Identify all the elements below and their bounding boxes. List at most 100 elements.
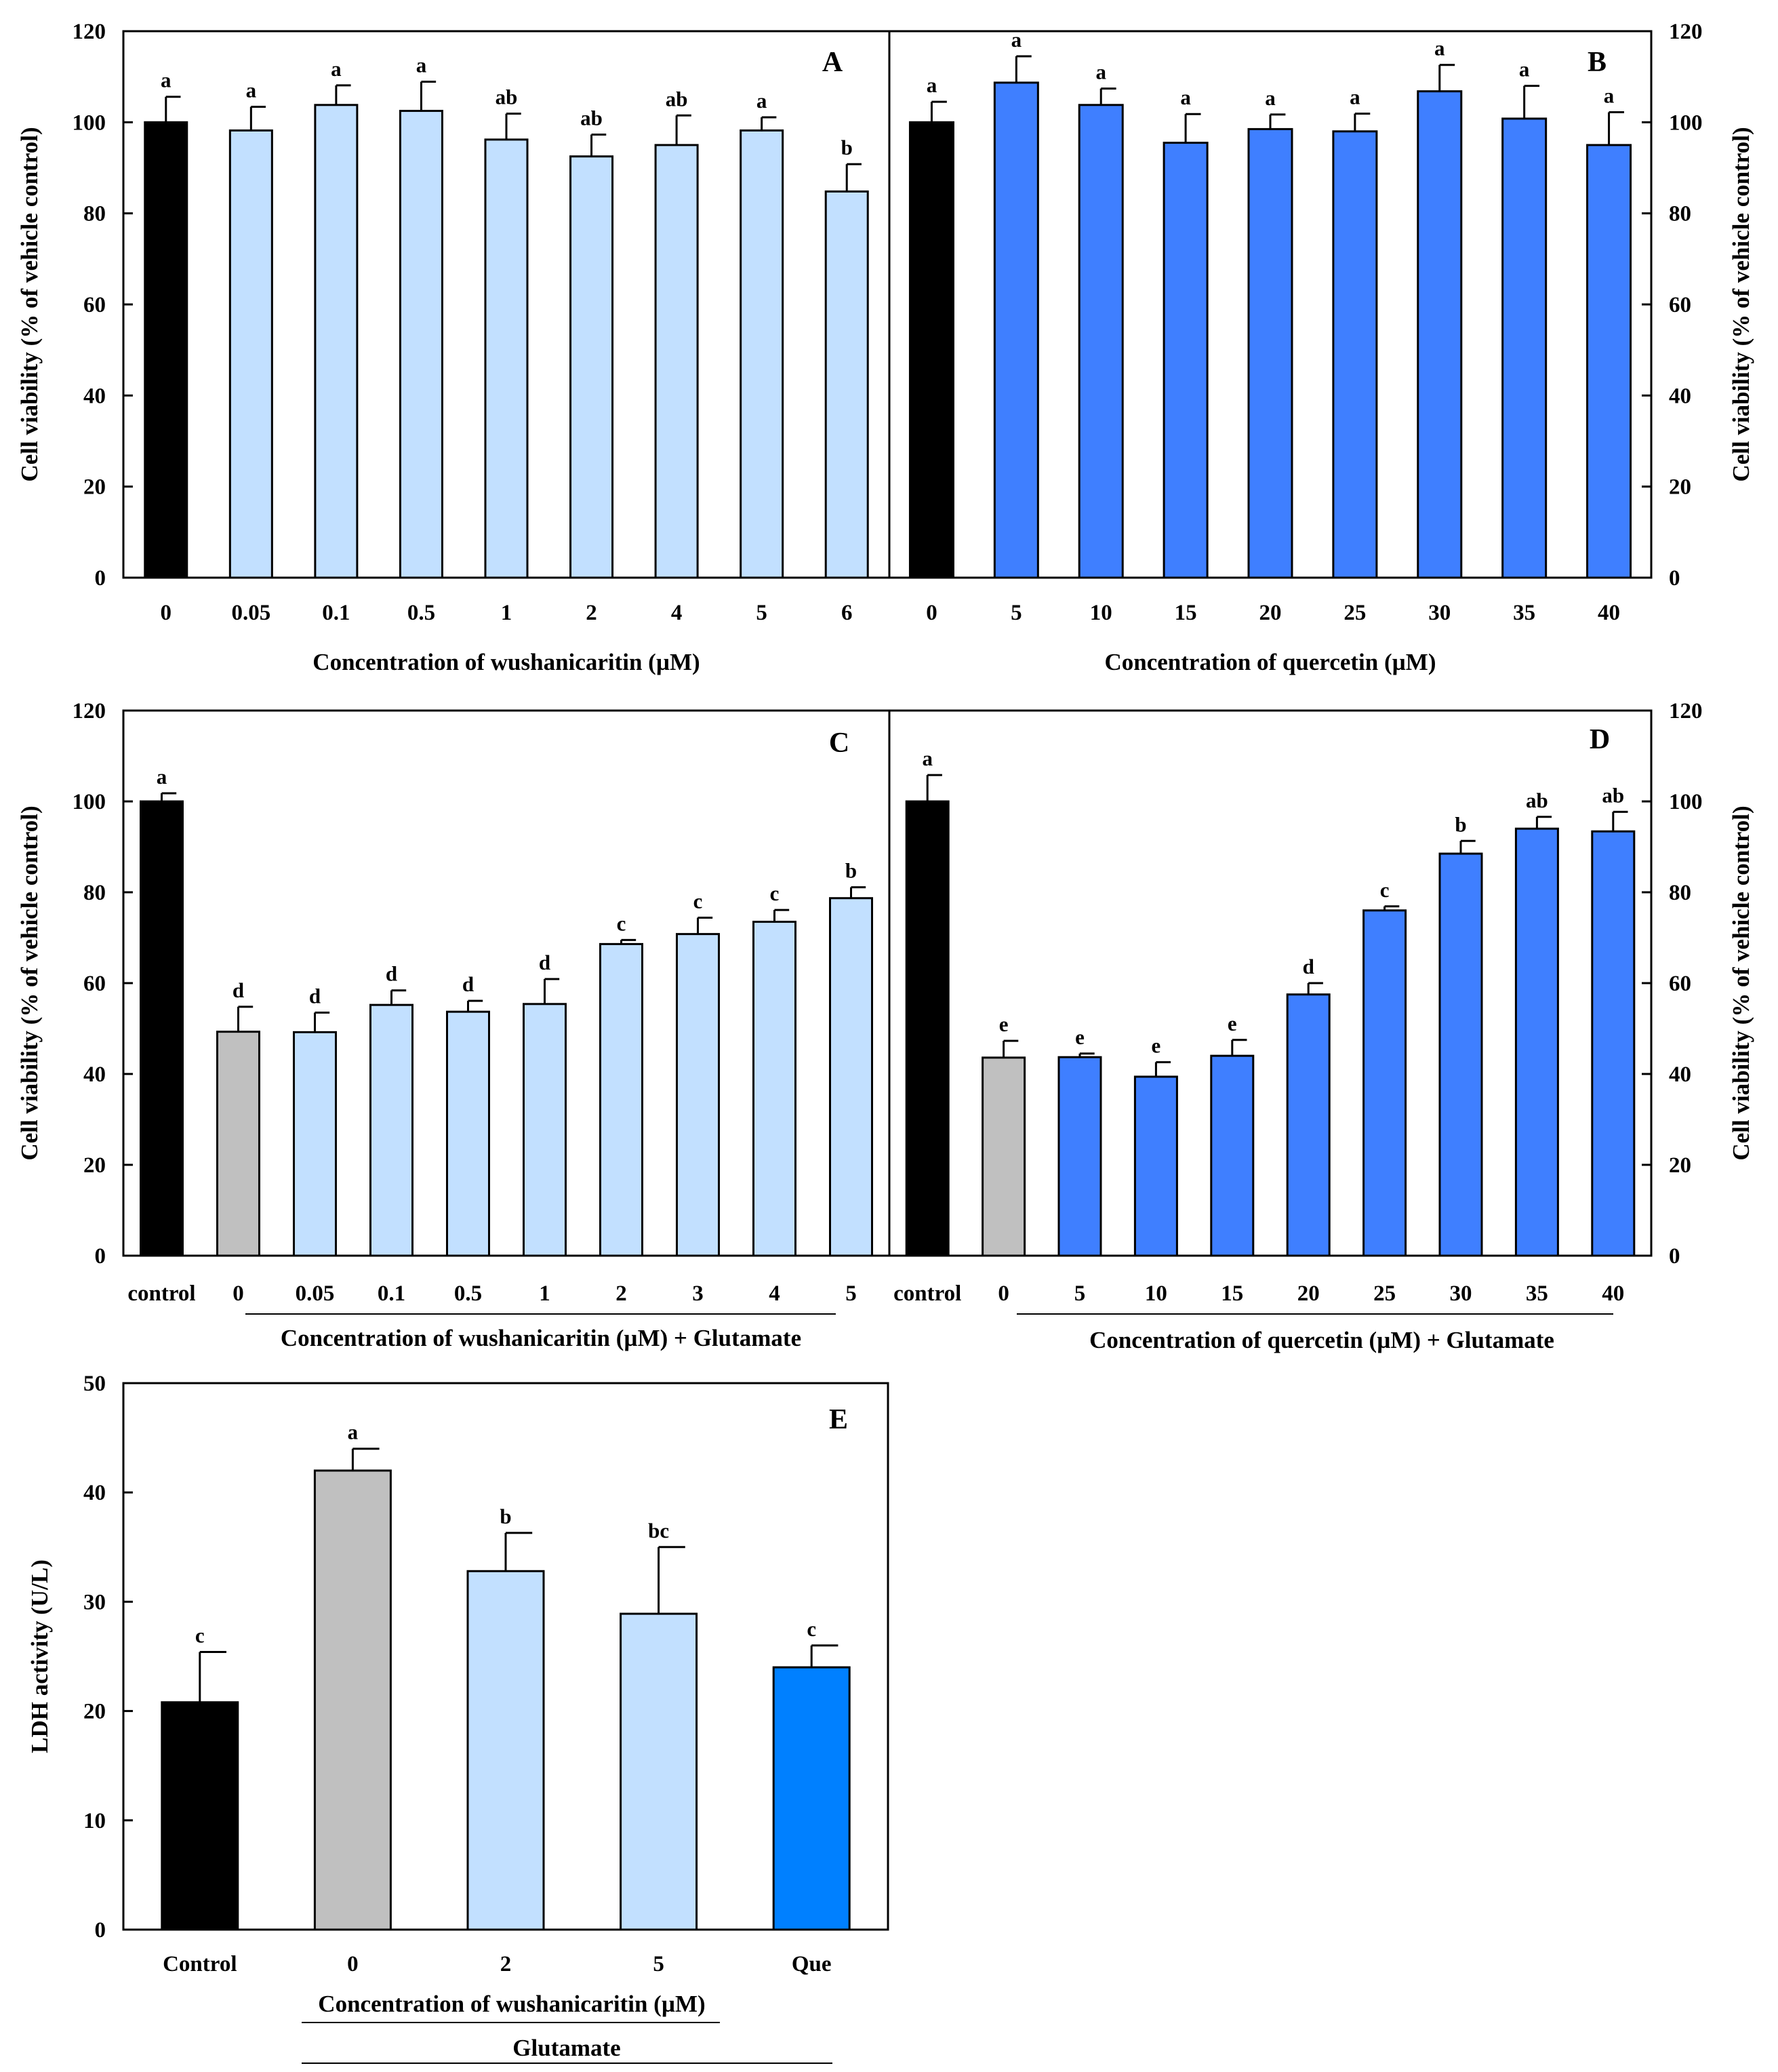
bar: [1078, 104, 1124, 579]
bar: [1163, 142, 1209, 579]
significance-letter: a: [331, 57, 342, 81]
panel-d-viability-quercetin-glutamate: 0 20 40 60 80 100 120 a control e 0 e 5 e 10 e 15 d 20 c 25 b…: [888, 699, 1754, 1353]
y-tick-label: 120: [1669, 20, 1703, 44]
significance-letter: b: [841, 136, 853, 159]
panel-letter: B: [1588, 47, 1607, 78]
y-tick-label: 20: [1669, 475, 1691, 500]
y-tick-label: 20: [83, 1700, 106, 1724]
bar: [313, 1469, 392, 1931]
y-tick-label: 0: [1669, 566, 1680, 591]
bar: [908, 121, 954, 579]
bar: [772, 1666, 851, 1931]
bar: [466, 1570, 545, 1931]
significance-letter: a: [1604, 84, 1615, 108]
x-category-label: 35: [1526, 1281, 1548, 1306]
y-tick-label: 20: [83, 1153, 106, 1178]
y-tick-label: 60: [83, 972, 106, 996]
bar: [1591, 830, 1636, 1257]
significance-letter: a: [1434, 37, 1445, 60]
x-category-label: 2: [500, 1952, 512, 1976]
x-category-label: 0.5: [407, 601, 435, 625]
x-category-label: 1: [539, 1281, 550, 1306]
y-tick-label: 0: [1669, 1244, 1680, 1269]
significance-letter: d: [462, 972, 474, 996]
significance-letter: ab: [666, 87, 688, 111]
bar: [905, 800, 950, 1257]
x-category-label: 0.5: [454, 1281, 482, 1306]
y-tick-label: 60: [1669, 293, 1691, 317]
bar: [1133, 1075, 1178, 1257]
significance-letter: c: [195, 1624, 205, 1648]
x-category-label: 5: [756, 601, 767, 625]
significance-letter: ab: [1526, 789, 1548, 812]
significance-letter: c: [1380, 878, 1390, 902]
bar: [484, 138, 529, 579]
y-tick-label: 0: [95, 1244, 106, 1269]
significance-letter: d: [1303, 955, 1314, 978]
x-axis-title: Concentration of quercetin (µM): [1104, 649, 1436, 675]
significance-letter: e: [1152, 1034, 1161, 1058]
significance-letter: bc: [648, 1519, 669, 1542]
significance-letter: a: [1095, 60, 1106, 84]
bar: [161, 1701, 239, 1931]
y-axis-title: Cell viability (% of vehicle control): [1728, 127, 1754, 481]
x-category-label: Que: [792, 1952, 832, 1976]
panel-b-cell-viability-quercetin: 0 20 40 60 80 100 120 a 0 a 5 a 10 a 15 a 20 a 25 a 30 a 35 a 40…: [888, 20, 1754, 675]
x-category-label: 20: [1297, 1281, 1320, 1306]
significance-letter: d: [386, 962, 397, 986]
bar: [293, 1031, 337, 1257]
x-axis-title: Concentration of wushanicaritin (µM) + G…: [281, 1325, 801, 1351]
x-category-label: 0.1: [322, 601, 350, 625]
y-tick-label: 0: [95, 1918, 106, 1942]
x-category-label: 0.05: [296, 1281, 335, 1306]
x-category-label: 0: [233, 1281, 244, 1306]
significance-letter: a: [1519, 58, 1530, 81]
significance-letter: c: [693, 890, 703, 913]
x-category-label: 0.1: [378, 1281, 405, 1306]
x-category-label: 10: [1090, 601, 1112, 625]
bar: [314, 104, 359, 579]
x-category-label: 4: [671, 601, 683, 625]
bar: [1057, 1056, 1102, 1257]
y-tick-label: 0: [95, 566, 106, 591]
bar: [829, 897, 873, 1257]
panel-c-viability-wushanicaritin-glutamate: 0 20 40 60 80 100 120 a control d 0 d 0.05 d 0.1 d 0.5 d 1…: [16, 699, 891, 1351]
y-axis-title: Cell viability (% of vehicle control): [16, 805, 43, 1160]
panel-letter: A: [822, 47, 843, 78]
x-category-label: 4: [769, 1281, 780, 1306]
y-tick-label: 30: [83, 1590, 106, 1614]
y-tick-label: 120: [73, 20, 106, 44]
significance-letter: a: [1350, 85, 1360, 109]
panel-letter: D: [1590, 724, 1610, 755]
bar: [982, 1056, 1026, 1257]
y-axis-title: LDH activity (U/L): [26, 1559, 53, 1753]
significance-letter: d: [309, 984, 321, 1008]
x-category-label: 2: [586, 601, 597, 625]
significance-letter: b: [1455, 812, 1466, 836]
bar: [993, 81, 1039, 579]
y-tick-label: 120: [73, 699, 106, 723]
y-tick-label: 100: [73, 790, 106, 814]
bar: [752, 921, 796, 1257]
significance-letter: c: [807, 1617, 816, 1641]
panel-letter: E: [829, 1404, 848, 1435]
significance-letter: a: [1265, 86, 1276, 110]
y-tick-label: 40: [83, 1062, 106, 1087]
significance-letter: e: [999, 1012, 1009, 1036]
significance-letter: a: [246, 78, 257, 102]
x-category-label: 30: [1450, 1281, 1472, 1306]
bar: [446, 1010, 490, 1257]
significance-letter: b: [500, 1505, 511, 1528]
x-axis-title: Concentration of quercetin (µM) + Glutam…: [1089, 1327, 1554, 1353]
y-tick-label: 20: [83, 475, 106, 500]
x-category-label: 15: [1221, 1281, 1243, 1306]
bar: [824, 190, 869, 579]
x-category-label: control: [893, 1281, 961, 1306]
y-tick-label: 80: [83, 881, 106, 905]
x-category-label: 3: [692, 1281, 704, 1306]
bar: [228, 129, 273, 579]
x-category-label: 0: [347, 1952, 359, 1976]
x-category-label: 2: [615, 1281, 627, 1306]
y-tick-label: 20: [1669, 1153, 1691, 1178]
bar: [1210, 1054, 1255, 1257]
